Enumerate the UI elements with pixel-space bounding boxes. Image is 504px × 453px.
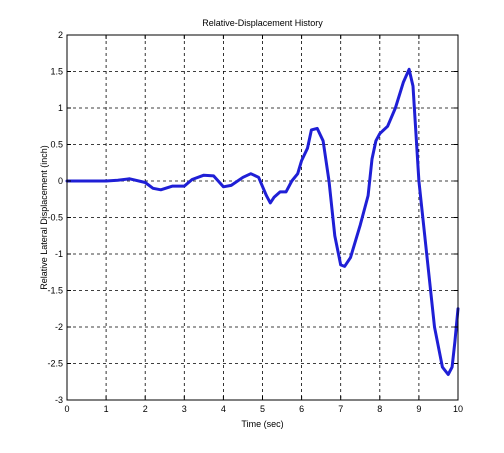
- x-tick-label: 2: [143, 404, 148, 414]
- y-tick-label: -3: [55, 395, 63, 405]
- y-tick-label: -1.5: [47, 286, 63, 296]
- x-axis-title: Time (sec): [241, 419, 283, 429]
- x-tick-label: 3: [182, 404, 187, 414]
- x-tick-label: 6: [299, 404, 304, 414]
- y-tick-label: -0.5: [47, 213, 63, 223]
- x-tick-label: 8: [377, 404, 382, 414]
- series-line: [65, 67, 460, 376]
- x-tick-label: 9: [416, 404, 421, 414]
- tick-marks: [66, 34, 459, 401]
- x-tick-label: 4: [221, 404, 226, 414]
- y-tick-label: 1: [58, 103, 63, 113]
- y-tick-label: -2.5: [47, 359, 63, 369]
- y-tick-label: 1.5: [50, 67, 63, 77]
- x-tick-label: 0: [64, 404, 69, 414]
- y-tick-label: 0.5: [50, 140, 63, 150]
- y-tick-label: -2: [55, 322, 63, 332]
- y-tick-label: 2: [58, 30, 63, 40]
- chart-title: Relative-Displacement History: [202, 18, 323, 28]
- grid-lines: [67, 35, 458, 400]
- x-tick-label: 7: [338, 404, 343, 414]
- y-axis-title: Relative Lateral Displacement (inch): [39, 145, 49, 290]
- x-tick-label: 10: [453, 404, 463, 414]
- x-tick-label: 5: [260, 404, 265, 414]
- x-tick-labels: 0 1 2 3 4 5 6 7 8 9 10: [64, 404, 463, 414]
- series-layer: [65, 67, 460, 376]
- y-tick-label: 0: [58, 176, 63, 186]
- y-tick-label: -1: [55, 249, 63, 259]
- x-tick-label: 1: [104, 404, 109, 414]
- y-tick-labels: 2 1.5 1 0.5 0 -0.5 -1 -1.5 -2 -2.5 -3: [47, 30, 63, 405]
